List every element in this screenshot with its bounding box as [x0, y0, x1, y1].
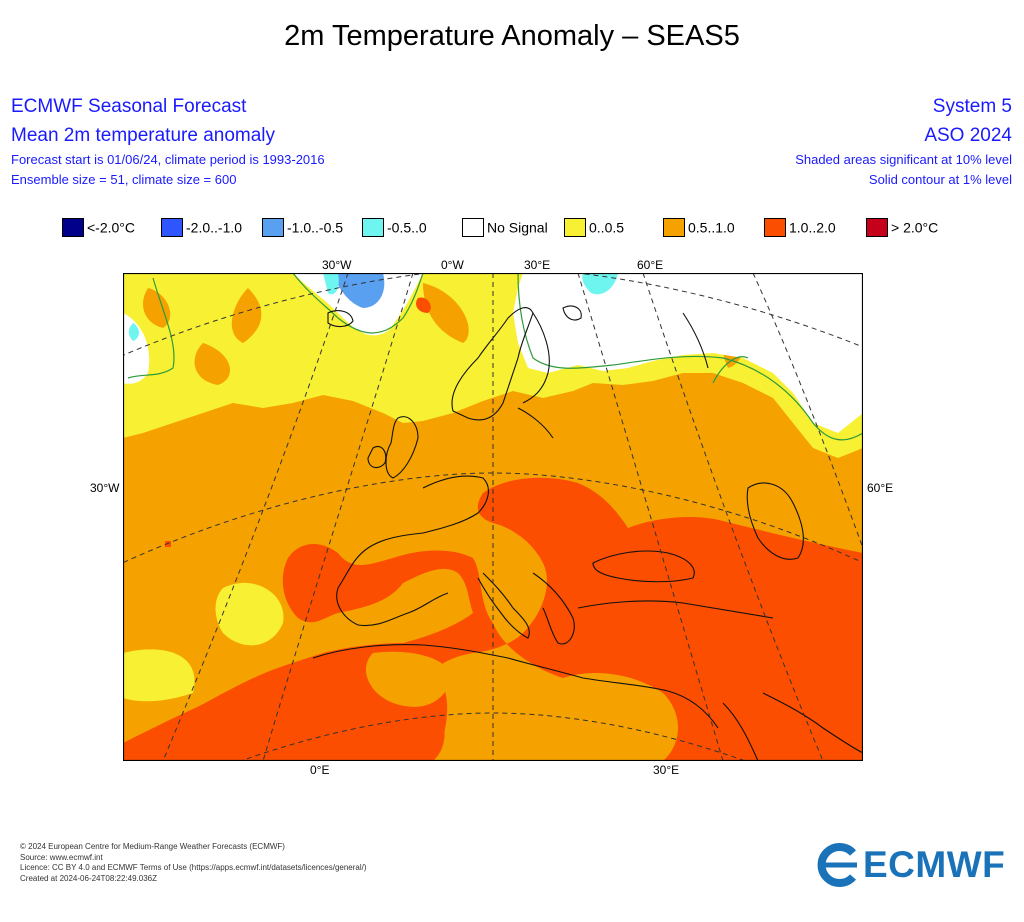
legend-swatch	[764, 218, 786, 237]
legend-swatch	[362, 218, 384, 237]
legend-item: No Signal	[462, 218, 548, 240]
legend-label: 0..0.5	[589, 219, 625, 236]
anomaly-area-0.5-1.0	[194, 343, 230, 385]
ecmwf-logo-icon	[817, 843, 859, 887]
anomaly-area-0.5-1.0	[143, 288, 171, 328]
anomaly-area-1.0-2.0	[123, 661, 448, 761]
legend-item: 0.5..1.0	[663, 218, 735, 240]
legend-item: -1.0..-0.5	[262, 218, 343, 240]
legend-swatch	[866, 218, 888, 237]
legend-swatch	[262, 218, 284, 237]
legend-swatch	[462, 218, 484, 237]
legend-swatch	[161, 218, 183, 237]
legend-item: -2.0..-1.0	[161, 218, 242, 240]
lon-label-top: 0°W	[441, 258, 464, 272]
legend-item: 1.0..2.0	[764, 218, 836, 240]
graticule	[123, 273, 863, 761]
lon-label-bottom: 30°E	[653, 763, 680, 777]
source-text: Source: www.ecmwf.int	[20, 852, 103, 862]
anomaly-area-neg-0.5-0	[128, 323, 139, 341]
anomaly-area-0.5-1.0	[508, 672, 542, 700]
legend-label: No Signal	[487, 219, 548, 236]
anomaly-map	[123, 273, 863, 761]
lat-label-right: 60°E	[867, 481, 894, 495]
anomaly-area-0.5-1.0	[365, 651, 453, 707]
copyright-text: © 2024 European Centre for Medium-Range …	[20, 842, 285, 851]
map-frame	[123, 273, 863, 761]
ecmwf-logo: ECMWF	[813, 843, 1013, 887]
legend-label: 1.0..2.0	[789, 219, 836, 236]
legend-swatch	[663, 218, 685, 237]
legend-label: -1.0..-0.5	[287, 219, 344, 236]
anomaly-area-0-0.5	[123, 649, 195, 702]
shading-note: Shaded areas significant at 10% level	[795, 152, 1012, 167]
chart-title: 2m Temperature Anomaly – SEAS5	[284, 20, 740, 52]
forecast-name: ECMWF Seasonal Forecast	[11, 96, 247, 117]
legend-label: 0.5..1.0	[688, 219, 735, 236]
lat-label-left: 30°W	[90, 481, 120, 495]
lon-label-bottom: 0°E	[310, 763, 330, 777]
legend-label: <-2.0°C	[87, 219, 136, 236]
system-name: System 5	[932, 96, 1012, 117]
lon-label-top: 30°E	[524, 258, 551, 272]
footer-credits: © 2024 European Centre for Medium-Range …	[20, 842, 367, 884]
season-name: ASO 2024	[924, 125, 1012, 146]
contour-note: Solid contour at 1% level	[868, 172, 1012, 187]
legend-label: > 2.0°C	[891, 219, 939, 236]
legend-item: -0.5..0	[362, 218, 427, 240]
forecast-start: Forecast start is 01/06/24, climate peri…	[11, 152, 325, 167]
legend-swatch	[564, 218, 586, 237]
header-left: ECMWF Seasonal Forecast Mean 2m temperat…	[11, 92, 325, 190]
legend-swatch	[62, 218, 84, 237]
no-signal-area	[513, 273, 863, 433]
created-text: Created at 2024-06-24T08:22:49.036Z	[20, 873, 157, 883]
legend-item: > 2.0°C	[866, 218, 938, 240]
anomaly-area-neg-0.5-0	[582, 273, 618, 295]
anomaly-area-0.5-1.0	[231, 288, 262, 343]
legend-item: 0..0.5	[564, 218, 624, 240]
header-right: System 5 ASO 2024 Shaded areas significa…	[795, 92, 1012, 190]
variable-name: Mean 2m temperature anomaly	[11, 125, 276, 146]
lon-label-top: 60°E	[637, 258, 664, 272]
significance-contours	[127, 273, 863, 441]
anomaly-area-1.0-2.0	[416, 297, 431, 313]
anomaly-area-0-0.5	[215, 582, 284, 646]
coastlines	[312, 305, 863, 761]
anomaly-area-1.0-2.0	[165, 541, 171, 547]
anomaly-area-0.5-1.0	[423, 283, 469, 343]
lon-label-top: 30°W	[322, 258, 352, 272]
legend-label: -0.5..0	[387, 219, 427, 236]
legend-label: -2.0..-1.0	[186, 219, 243, 236]
ensemble-size: Ensemble size = 51, climate size = 600	[11, 172, 237, 187]
licence-text: Licence: CC BY 4.0 and ECMWF Terms of Us…	[20, 863, 367, 872]
legend-item: <-2.0°C	[62, 218, 135, 240]
logo-text: ECMWF	[863, 844, 1006, 885]
